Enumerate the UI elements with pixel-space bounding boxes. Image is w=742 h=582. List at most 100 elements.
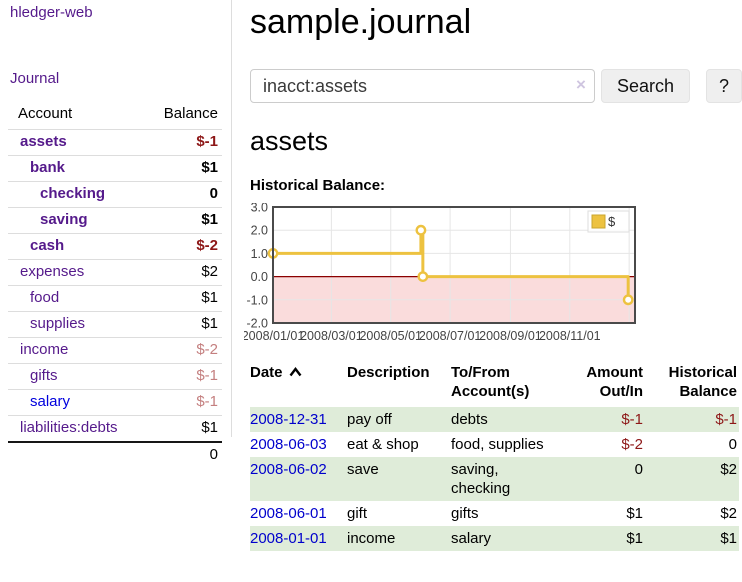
sort-ascending-icon bbox=[289, 367, 301, 377]
search-input-wrap: × bbox=[250, 69, 595, 103]
account-row: saving $1 bbox=[8, 207, 222, 234]
sidebar: hledger-web Journal Account Balance asse… bbox=[0, 0, 232, 463]
register-accounts-cell: saving, checking bbox=[451, 457, 563, 501]
account-balance: $-1 bbox=[196, 393, 218, 410]
account-balance: $1 bbox=[201, 159, 218, 176]
register-description-cell: income bbox=[347, 526, 451, 551]
account-balance: $1 bbox=[201, 211, 218, 228]
register-description-cell: save bbox=[347, 457, 451, 501]
account-link[interactable]: checking bbox=[40, 185, 106, 202]
register-description-cell: gift bbox=[347, 505, 368, 522]
register-row: 2008-06-02 save saving, checking 0 $2 bbox=[250, 457, 739, 501]
account-balance: 0 bbox=[209, 185, 218, 202]
register-amount-cell: $1 bbox=[626, 505, 643, 522]
register-header-label: Amount Out/In bbox=[586, 364, 643, 400]
account-row: food $1 bbox=[8, 285, 222, 312]
account-row: checking 0 bbox=[8, 181, 222, 208]
chart-y-tick-label: 3.0 bbox=[251, 203, 268, 215]
chart-canvas: $3.0 2.0 1.0 0.0 -1.0 -2.02008/01/012008/03/0… bbox=[242, 201, 636, 343]
account-link[interactable]: saving bbox=[40, 211, 88, 228]
register-date-cell: 2008-06-02 bbox=[250, 457, 347, 501]
register-row: 2008-06-03 eat & shop food, supplies $-2 0 bbox=[250, 432, 739, 457]
register-balance-cell: $2 bbox=[645, 457, 739, 501]
account-row: bank $1 bbox=[8, 155, 222, 182]
register-header-to-from-account-s-: To/From Account(s) bbox=[451, 363, 563, 407]
account-link[interactable]: gifts bbox=[30, 367, 58, 384]
chart-y-tick-label: -1.0 bbox=[246, 293, 268, 307]
register-amount-cell: $-2 bbox=[621, 436, 643, 453]
search-button[interactable]: Search bbox=[600, 69, 690, 103]
account-row: assets $-1 bbox=[8, 129, 222, 156]
accounts-header-account: Account bbox=[18, 105, 73, 122]
chart-y-tick-label: 0.0 bbox=[251, 270, 268, 284]
account-balance: $-1 bbox=[196, 367, 218, 384]
account-row: liabilities:debts $1 bbox=[8, 415, 222, 443]
account-link[interactable]: expenses bbox=[20, 263, 85, 280]
accounts-total-row: 0 bbox=[8, 442, 222, 468]
register-header-label: To/From Account(s) bbox=[451, 364, 530, 400]
accounts-total-value: 0 bbox=[209, 446, 218, 463]
transaction-date-link[interactable]: 2008-01-01 bbox=[250, 530, 327, 547]
account-link[interactable]: salary bbox=[30, 393, 71, 410]
account-balance: $-2 bbox=[196, 237, 218, 254]
account-row: gifts $-1 bbox=[8, 363, 222, 390]
transaction-date-link[interactable]: 2008-06-01 bbox=[250, 505, 327, 522]
register-date-cell: 2008-01-01 bbox=[250, 526, 347, 551]
register-row: 2008-12-31 pay off debts $-1 $-1 bbox=[250, 407, 739, 432]
search-form: × Search ? bbox=[250, 69, 742, 103]
register-header-label: Date bbox=[250, 364, 283, 381]
help-button[interactable]: ? bbox=[705, 69, 742, 103]
account-link[interactable]: assets bbox=[20, 133, 67, 150]
account-link[interactable]: liabilities:debts bbox=[20, 419, 118, 436]
transaction-date-link[interactable]: 2008-06-03 bbox=[250, 436, 327, 453]
brand-link[interactable]: hledger-web bbox=[10, 4, 93, 21]
account-link[interactable]: income bbox=[20, 341, 69, 358]
search-input[interactable] bbox=[250, 69, 595, 103]
register-header-amount-out-in: Amount Out/In bbox=[563, 363, 645, 407]
chart-x-tick-label: 2008/03/01 bbox=[300, 329, 363, 343]
register-description-cell: eat & shop bbox=[347, 436, 419, 453]
register-accounts-cell: food, supplies bbox=[451, 436, 544, 453]
accounts-table: Account Balance assets $-1 bank $1 checking 0… bbox=[8, 103, 222, 468]
chart-data-point bbox=[417, 271, 429, 283]
account-balance: $1 bbox=[201, 289, 218, 306]
register-accounts-cell: salary bbox=[451, 526, 563, 551]
register-table-body: 2008-12-31 pay off debts $-1 $-1 2008-06-03 ea… bbox=[250, 407, 739, 551]
sidebar-item-journal[interactable]: Journal bbox=[10, 70, 60, 87]
account-heading: assets bbox=[250, 126, 329, 156]
register-row: 2008-01-01 income salary $1 $1 bbox=[250, 526, 739, 551]
accounts-header-balance: Balance bbox=[163, 105, 218, 122]
register-table: Date Description To/From Account(s) Amount … bbox=[250, 363, 739, 551]
chart-x-tick-label: 2008/07/01 bbox=[419, 329, 482, 343]
account-balance: $-1 bbox=[196, 133, 218, 150]
chart-y-tick-label: 2.0 bbox=[251, 224, 268, 238]
register-header-historical-balance: Historical Balance bbox=[645, 363, 739, 407]
accounts-table-body: assets $-1 bank $1 checking 0 saving $1 cash $-2 e… bbox=[8, 129, 222, 469]
account-link[interactable]: supplies bbox=[30, 315, 86, 332]
register-date-cell: 2008-06-01 bbox=[250, 501, 347, 526]
main-content: sample.journal × Search ? assets Histori… bbox=[232, 0, 742, 551]
register-accounts-cell: gifts bbox=[451, 505, 479, 522]
register-balance-cell: $-1 bbox=[645, 407, 739, 432]
clear-search-icon[interactable]: × bbox=[576, 75, 586, 94]
historical-balance-chart: $3.0 2.0 1.0 0.0 -1.0 -2.0 2008/01/01 2008/03/0… bbox=[242, 201, 742, 343]
account-balance: $1 bbox=[201, 315, 218, 332]
transaction-date-link[interactable]: 2008-12-31 bbox=[250, 411, 327, 428]
chart-data-point bbox=[622, 294, 634, 306]
register-accounts-cell: debts bbox=[451, 407, 563, 432]
account-balance: $1 bbox=[201, 419, 218, 436]
account-row: salary $-1 bbox=[8, 389, 222, 416]
chart-y-tick-label: 1.0 bbox=[251, 247, 268, 261]
register-amount-cell: $1 bbox=[563, 526, 645, 551]
account-link[interactable]: food bbox=[30, 289, 60, 306]
account-link[interactable]: bank bbox=[30, 159, 66, 176]
chart-title: Historical Balance: bbox=[250, 177, 386, 194]
account-link[interactable]: cash bbox=[30, 237, 65, 254]
transaction-date-link[interactable]: 2008-06-02 bbox=[250, 461, 327, 478]
chart-x-tick-label: 2008/09/01 bbox=[479, 329, 542, 343]
register-description-cell: pay off bbox=[347, 407, 451, 432]
account-row: supplies $1 bbox=[8, 311, 222, 338]
register-header-date[interactable]: Date bbox=[250, 363, 347, 407]
account-balance: $2 bbox=[201, 263, 218, 280]
account-balance: $-2 bbox=[196, 341, 218, 358]
